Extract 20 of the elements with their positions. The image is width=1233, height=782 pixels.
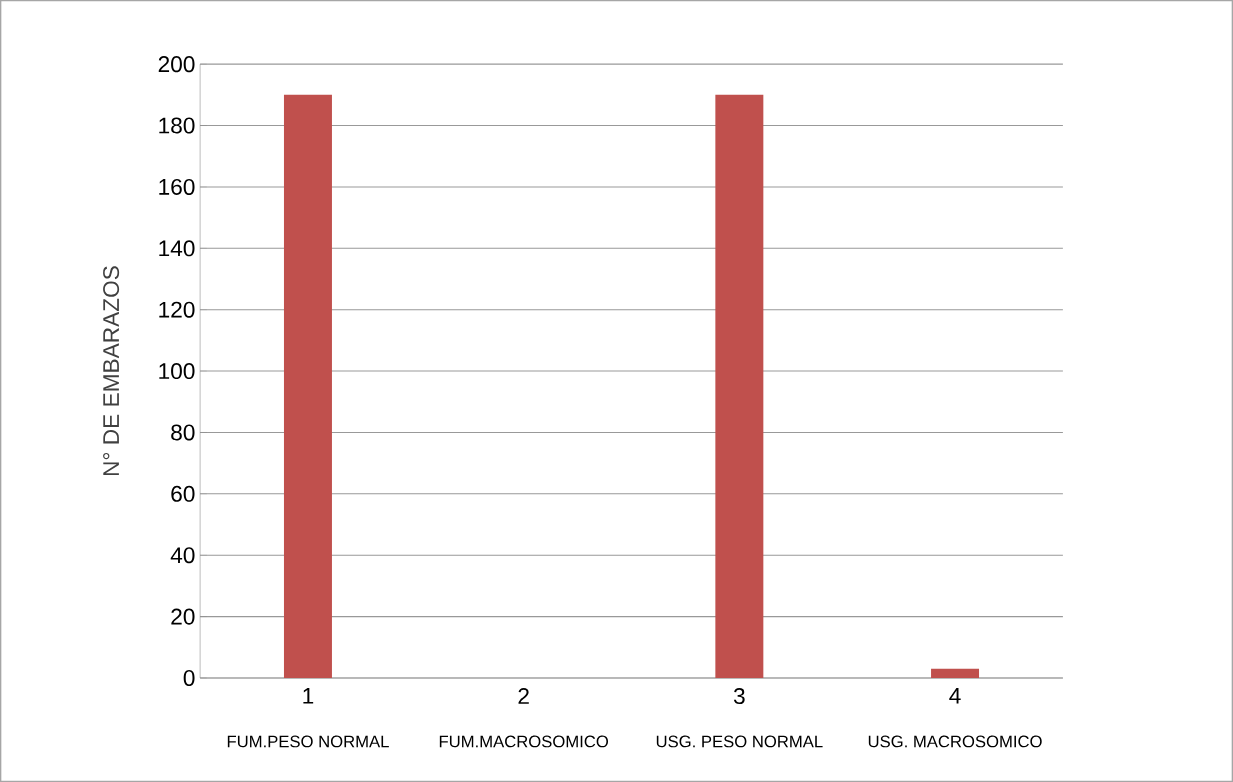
y-tick-label: 0 <box>183 669 195 686</box>
y-tick-label: 160 <box>159 178 195 195</box>
x-tick-label: 3 <box>733 687 745 705</box>
text: USG. MACROSOMICO <box>868 735 1042 748</box>
y-tick-label: 80 <box>171 424 195 441</box>
y-tick-label: 40 <box>170 547 195 564</box>
y-tick-label: 200 <box>158 56 195 73</box>
x-tick-label: 4 <box>949 687 961 704</box>
y-tick-label: 100 <box>159 362 195 380</box>
y-tick-label: 140 <box>159 240 195 257</box>
y-tick-label: 180 <box>159 117 195 134</box>
y-axis-title: N° DE EMBARAZOS <box>103 266 120 476</box>
text: USG. PESO NORMAL <box>656 735 823 748</box>
y-tick-label: 60 <box>171 485 195 502</box>
y-tick-label: 20 <box>171 608 195 625</box>
x-tick-label: 1 <box>303 687 314 704</box>
x-tick-label: 2 <box>518 687 529 704</box>
y-tick-label: 120 <box>159 301 195 318</box>
text: FUM.MACROSOMICO <box>439 735 609 748</box>
text: FUM.PESO NORMAL <box>227 735 389 748</box>
